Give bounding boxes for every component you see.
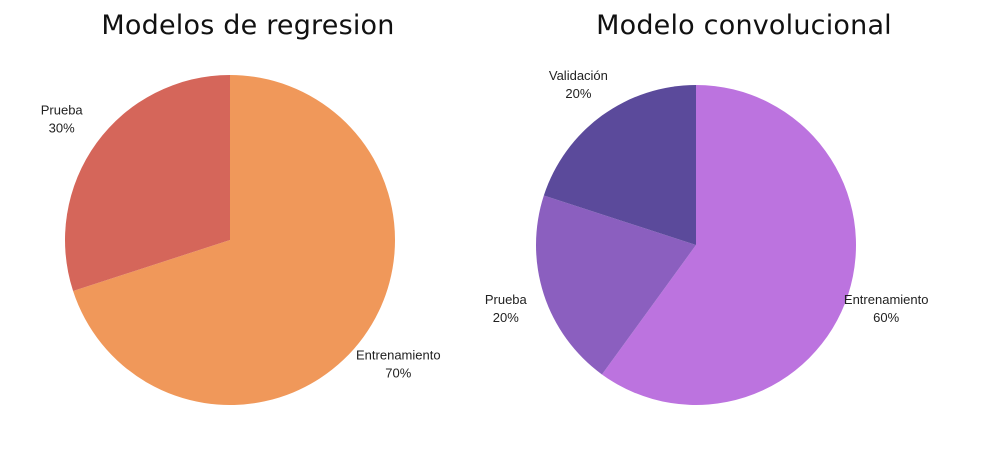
pie-slice-entrenamiento xyxy=(601,85,856,405)
chart-title: Modelo convolucional xyxy=(596,10,892,41)
slice-label-prueba: Prueba xyxy=(485,292,528,307)
pie-chart-regression: Modelos de regresion Entrenamiento 70% Pru… xyxy=(41,10,441,405)
slice-value-validacion: 20% xyxy=(565,86,591,101)
slice-value-entrenamiento: 70% xyxy=(385,365,411,380)
slice-value-prueba: 30% xyxy=(49,121,75,136)
slice-value-entrenamiento: 60% xyxy=(873,310,899,325)
pie-chart-svg: Entrenamiento 70% Prueba 30% xyxy=(41,75,441,405)
chart-title: Modelos de regresion xyxy=(101,10,395,41)
pie-slice-prueba xyxy=(535,195,696,375)
slice-value-prueba: 20% xyxy=(493,310,519,325)
pie-slice-validacion xyxy=(543,85,696,245)
pie-slice-entrenamiento xyxy=(73,75,396,405)
pie-chart-convolutional: Modelo convolucional Entrenamiento 60% Pru… xyxy=(485,0,992,464)
slice-label-prueba: Prueba xyxy=(41,103,84,118)
slice-label-entrenamiento: Entrenamiento xyxy=(356,347,441,362)
slice-label-entrenamiento: Entrenamiento xyxy=(844,292,929,307)
slice-label-validacion: Validación xyxy=(549,68,608,83)
pie-slice-prueba xyxy=(65,75,231,291)
pie-chart-svg: Entrenamiento 60% Prueba 20% Validación 20% xyxy=(485,68,929,405)
